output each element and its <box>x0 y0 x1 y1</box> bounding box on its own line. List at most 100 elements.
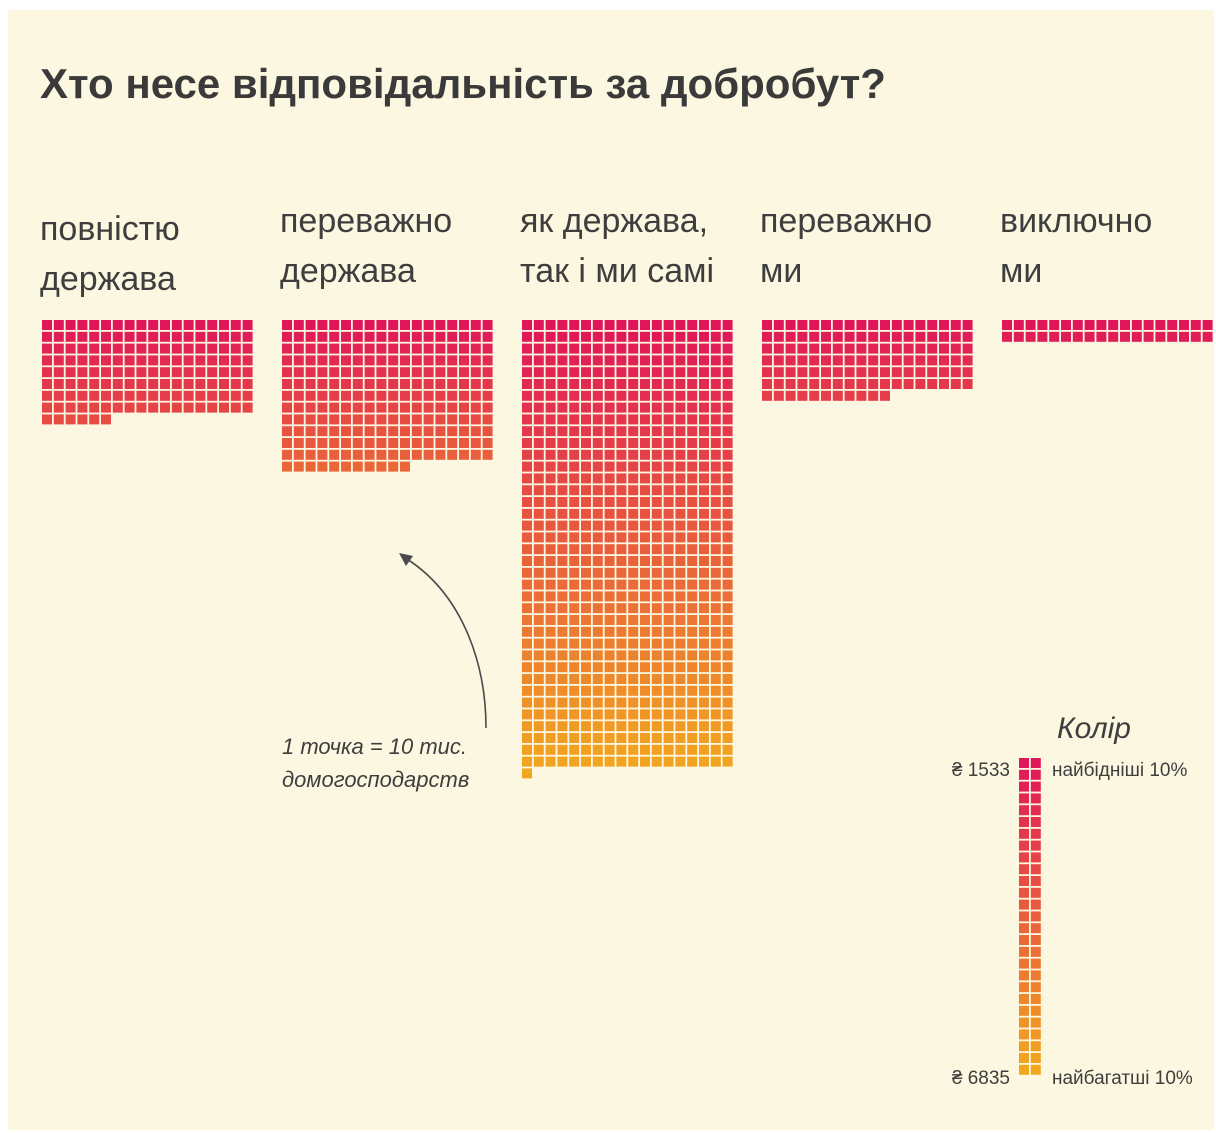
waffle-dot <box>364 449 375 460</box>
waffle-dot <box>687 355 698 366</box>
waffle-dot <box>785 355 796 366</box>
waffle-dot <box>663 733 674 743</box>
waffle-dot <box>1013 331 1024 342</box>
waffle-dot <box>42 320 52 330</box>
waffle-dot <box>675 497 686 507</box>
waffle-dot <box>400 461 410 472</box>
waffle-dot <box>470 331 481 342</box>
waffle-dot <box>352 320 363 330</box>
waffle-dot <box>376 320 387 330</box>
waffle-dot <box>663 343 674 354</box>
waffle-dot <box>411 414 422 425</box>
waffle-dot <box>459 355 469 366</box>
waffle-dot <box>699 355 709 366</box>
waffle-dot <box>364 402 375 413</box>
legend-dot <box>1030 923 1041 934</box>
waffle-dot <box>699 591 709 602</box>
waffle-dot <box>533 461 544 472</box>
waffle-dot <box>604 414 615 425</box>
waffle-dot <box>400 426 410 437</box>
waffle-dot <box>533 638 544 649</box>
waffle-dot <box>592 343 603 354</box>
waffle-block-5 <box>1002 320 1213 342</box>
waffle-dot <box>305 320 316 330</box>
waffle-dot <box>1155 320 1166 330</box>
waffle-dot <box>592 390 603 401</box>
waffle-dot <box>663 556 674 566</box>
waffle-dot <box>592 756 603 767</box>
waffle-dot <box>581 567 591 578</box>
waffle-dot <box>640 485 650 496</box>
waffle-dot <box>604 461 615 472</box>
waffle-dot <box>341 367 351 378</box>
waffle-dot <box>651 544 662 555</box>
waffle-dot <box>797 343 808 354</box>
legend-dot <box>1019 1005 1029 1016</box>
waffle-dot <box>809 320 820 330</box>
waffle-dot <box>651 449 662 460</box>
waffle-dot <box>1084 331 1095 342</box>
waffle-dot <box>53 367 64 378</box>
waffle-dot <box>844 390 855 401</box>
annotation-arrowhead-icon <box>399 553 413 566</box>
waffle-dot <box>699 390 709 401</box>
waffle-dot <box>581 733 591 743</box>
waffle-dot <box>675 438 686 448</box>
waffle-dot <box>53 320 64 330</box>
waffle-dot <box>388 343 399 354</box>
waffle-dot <box>219 355 229 366</box>
waffle-dot <box>640 532 650 543</box>
waffle-dot <box>112 390 123 401</box>
waffle-dot <box>640 449 650 460</box>
waffle-dot <box>868 343 879 354</box>
waffle-dot <box>101 402 111 413</box>
waffle-dot <box>1049 331 1060 342</box>
waffle-dot <box>710 733 721 743</box>
waffle-dot <box>856 355 867 366</box>
waffle-dot <box>844 331 855 342</box>
legend-dot <box>1019 828 1029 839</box>
waffle-dot <box>569 567 580 578</box>
waffle-dot <box>124 390 135 401</box>
waffle-dot <box>112 367 123 378</box>
waffle-dot <box>663 461 674 472</box>
waffle-dot <box>545 532 556 543</box>
waffle-dot <box>891 379 902 389</box>
legend-dot <box>1019 1053 1029 1063</box>
waffle-dot <box>832 379 843 389</box>
waffle-dot <box>640 591 650 602</box>
waffle-dot <box>592 709 603 720</box>
waffle-dot <box>242 343 253 354</box>
waffle-dot <box>376 331 387 342</box>
waffle-dot <box>545 402 556 413</box>
waffle-dot <box>891 367 902 378</box>
waffle-dot <box>423 331 434 342</box>
waffle-dot <box>533 320 544 330</box>
waffle-dot <box>352 402 363 413</box>
waffle-dot <box>42 343 52 354</box>
waffle-dot <box>604 721 615 732</box>
waffle-dot <box>1025 320 1036 330</box>
waffle-dot <box>950 367 961 378</box>
waffle-dot <box>628 544 639 555</box>
waffle-dot <box>522 603 532 614</box>
waffle-dot <box>171 320 182 330</box>
waffle-dot <box>915 355 926 366</box>
waffle-dot <box>282 331 292 342</box>
waffle-dot <box>557 650 568 661</box>
waffle-dot <box>522 733 532 743</box>
waffle-dot <box>581 626 591 637</box>
waffle-dot <box>388 461 399 472</box>
legend-color-bar <box>1019 758 1041 1075</box>
waffle-dot <box>400 379 410 389</box>
waffle-dot <box>148 320 159 330</box>
waffle-dot <box>581 320 591 330</box>
waffle-dot <box>459 402 469 413</box>
waffle-dot <box>722 544 733 555</box>
waffle-dot <box>699 438 709 448</box>
waffle-dot <box>616 508 627 519</box>
waffle-dot <box>604 438 615 448</box>
waffle-dot <box>722 674 733 684</box>
waffle-dot <box>710 709 721 720</box>
